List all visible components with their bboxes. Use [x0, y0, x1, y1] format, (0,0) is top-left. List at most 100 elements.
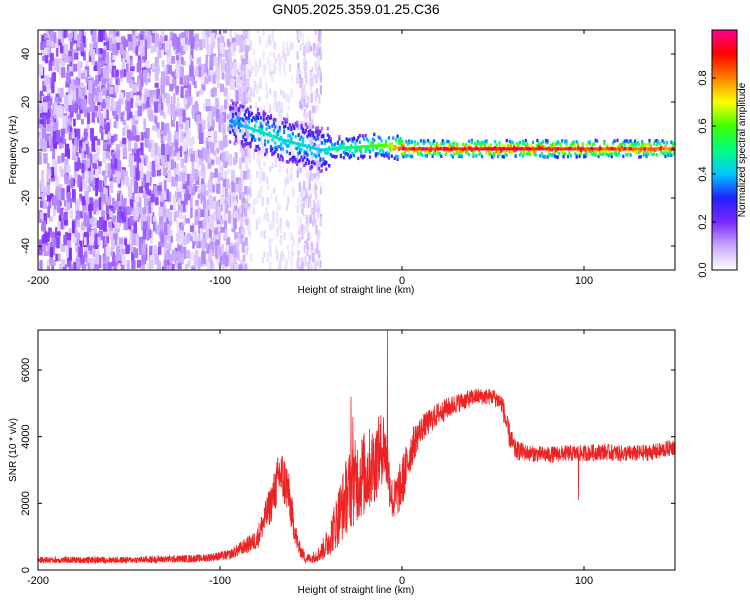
noise-cell [84, 141, 89, 155]
track-cell [258, 112, 261, 116]
y-tick-label: 40 [20, 48, 32, 60]
track-cell [249, 126, 252, 130]
noise-cell [319, 260, 322, 268]
track-cell [581, 147, 584, 151]
track-cell [406, 142, 409, 146]
track-cell [670, 153, 673, 157]
noise-cell [41, 35, 45, 46]
noise-cell [180, 158, 184, 168]
track-cell [483, 139, 487, 144]
noise-cell [210, 241, 214, 249]
track-cell [252, 135, 255, 139]
track-cell [481, 141, 484, 146]
noise-cell [85, 76, 90, 83]
track-cell [569, 154, 572, 158]
track-cell [274, 125, 277, 129]
noise-cell [64, 95, 68, 109]
track-cell [626, 139, 629, 144]
noise-cell [163, 146, 167, 156]
noise-cell [67, 179, 72, 186]
noise-cell [313, 218, 316, 226]
track-cell [505, 147, 508, 151]
spectrogram-y-label: Frequency (Hz) [8, 116, 19, 185]
noise-cell [319, 216, 323, 226]
noise-cell [193, 81, 197, 89]
y-tick-label: 4000 [20, 424, 32, 448]
track-cell [232, 129, 235, 133]
noise-cell [297, 165, 300, 171]
noise-cell [123, 217, 129, 231]
noise-cell [219, 105, 224, 117]
noise-cell [211, 185, 215, 193]
noise-cell [106, 196, 112, 206]
noise-cell [188, 180, 193, 188]
track-cell [280, 154, 283, 158]
noise-cell [55, 176, 60, 189]
track-cell [654, 147, 657, 151]
track-cell [402, 144, 405, 149]
track-cell [333, 142, 337, 146]
noise-cell [73, 262, 78, 270]
noise-cell [286, 245, 290, 251]
track-cell [667, 147, 670, 151]
noise-cell [307, 232, 310, 241]
track-cell [250, 127, 254, 131]
track-cell [315, 147, 318, 151]
noise-cell [163, 168, 167, 176]
noise-cell [225, 49, 229, 60]
noise-cell [226, 59, 230, 72]
track-cell [386, 144, 389, 148]
track-cell [309, 133, 312, 137]
noise-cell [276, 212, 279, 221]
noise-cell [179, 146, 184, 152]
noise-cell [96, 146, 101, 154]
track-cell [636, 147, 639, 151]
noise-cell [74, 229, 78, 238]
noise-cell [209, 249, 213, 261]
track-cell [253, 138, 257, 142]
track-cell [520, 147, 523, 151]
noise-cell [253, 62, 256, 71]
noise-cell [52, 209, 56, 217]
noise-cell [116, 251, 121, 261]
noise-cell [77, 198, 81, 205]
noise-cell [79, 82, 84, 88]
noise-cell [179, 66, 184, 77]
track-cell [539, 142, 542, 146]
track-cell [552, 141, 555, 146]
noise-cell [134, 248, 139, 259]
noise-cell [241, 241, 245, 253]
noise-cell [95, 140, 99, 150]
track-cell [534, 143, 538, 147]
noise-cell [168, 131, 172, 144]
noise-cell [291, 42, 294, 50]
track-cell [328, 164, 331, 168]
track-cell [368, 155, 372, 159]
track-cell [588, 149, 591, 153]
noise-cell [196, 163, 200, 169]
noise-cell [53, 239, 58, 248]
track-cell [317, 153, 321, 157]
noise-cell [159, 38, 164, 45]
noise-cell [153, 185, 158, 194]
noise-cell [72, 188, 75, 200]
noise-cell [151, 30, 157, 34]
track-cell [424, 150, 427, 155]
track-cell [280, 137, 283, 141]
noise-cell [166, 49, 170, 57]
track-cell [274, 146, 277, 150]
noise-cell [144, 39, 150, 49]
noise-cell [286, 42, 289, 52]
noise-cell [238, 181, 243, 193]
noise-cell [184, 89, 190, 98]
track-cell [505, 148, 508, 153]
track-cell [562, 154, 565, 159]
noise-cell [205, 106, 210, 112]
noise-cell [223, 205, 227, 216]
track-cell [614, 149, 618, 153]
noise-cell [214, 230, 219, 240]
noise-cell [133, 180, 137, 193]
noise-cell [147, 36, 152, 49]
track-cell [505, 153, 508, 157]
noise-cell [144, 182, 149, 195]
